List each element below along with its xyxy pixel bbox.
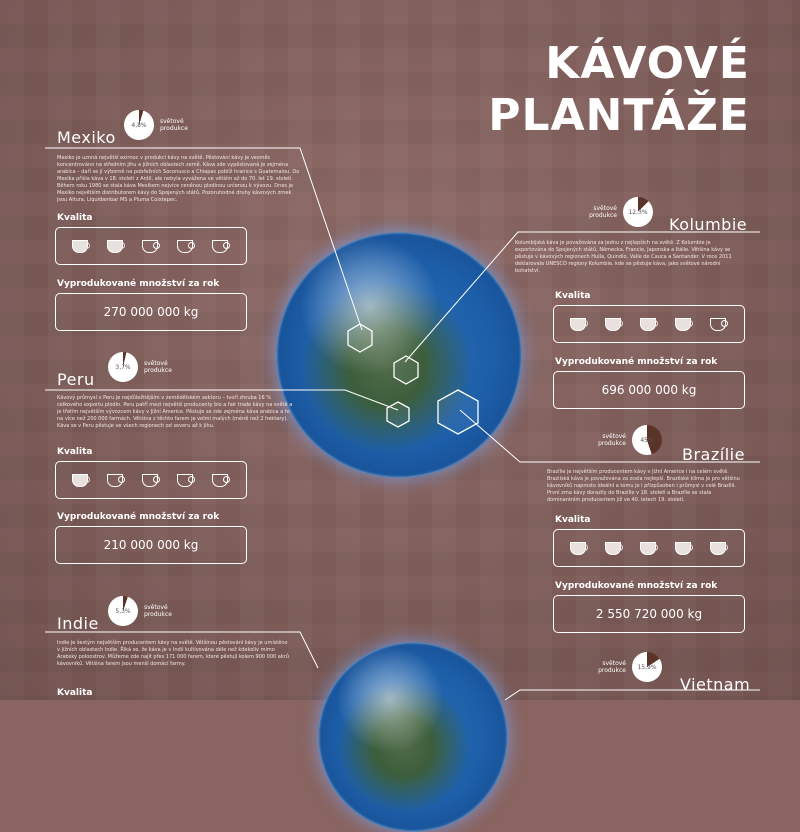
amount-value-brazilie: 2 550 720 000 kg xyxy=(595,607,703,621)
share-label-mexiko: světové produkce xyxy=(160,118,188,132)
title-line-2: PLANTÁŽE xyxy=(488,90,750,141)
mexiko-connector xyxy=(45,147,363,331)
amount-label-brazilie: Vyprodukované množství za rok xyxy=(555,581,718,591)
country-name-indie: Indie xyxy=(57,614,99,633)
coffee-cup-full-icon xyxy=(674,317,693,331)
hex-brazilie xyxy=(437,389,479,435)
pie-chart-kolumbie: 12,3% xyxy=(623,197,653,227)
share-mexiko: 4,8% světové produkce xyxy=(124,110,194,140)
share-value-kolumbie: 12,3% xyxy=(628,208,648,216)
quality-box-peru xyxy=(55,461,247,499)
share-label-peru: světové produkce xyxy=(144,360,172,374)
coffee-cup-full-icon xyxy=(570,317,589,331)
amount-box-kolumbie: 696 000 000 kg xyxy=(553,371,745,409)
brazilie-connector xyxy=(459,409,760,463)
amount-label-kolumbie: Vyprodukované množství za rok xyxy=(555,357,718,367)
share-value-vietnam: 15,9% xyxy=(637,663,657,671)
desc-brazilie: Brazílie je největším producentem kávy v… xyxy=(547,469,740,503)
share-value-indie: 5,3% xyxy=(115,607,131,615)
coffee-cup-full-icon xyxy=(605,317,624,331)
share-value-brazilie: 45% xyxy=(640,436,654,444)
share-label-vietnam: světové produkce xyxy=(598,660,626,674)
coffee-cup-empty-icon xyxy=(141,473,160,487)
quality-label-mexiko: Kvalita xyxy=(57,213,93,223)
coffee-cup-empty-icon xyxy=(141,239,160,253)
amount-label-mexiko: Vyprodukované množství za rok xyxy=(57,279,220,289)
share-label-indie: světové produkce xyxy=(144,604,172,618)
share-indie: 5,3% světové produkce xyxy=(108,596,178,626)
hex-kolumbie xyxy=(393,355,419,385)
share-kolumbie: světové produkce 12,3% xyxy=(583,197,653,227)
quality-box-kolumbie xyxy=(553,305,745,343)
coffee-cup-full-icon xyxy=(674,541,693,555)
share-value-peru: 3,7% xyxy=(115,363,131,371)
hex-mexiko xyxy=(347,323,373,353)
coffee-cup-empty-icon xyxy=(107,473,126,487)
coffee-cup-full-icon xyxy=(709,541,728,555)
cups-kolumbie xyxy=(554,306,744,342)
quality-label-kolumbie: Kvalita xyxy=(555,291,591,301)
quality-label-brazilie: Kvalita xyxy=(555,515,591,525)
pie-chart-indie: 5,3% xyxy=(108,596,138,626)
amount-box-peru: 210 000 000 kg xyxy=(55,526,247,564)
coffee-cup-empty-icon xyxy=(211,473,230,487)
quality-label-peru: Kvalita xyxy=(57,447,93,457)
quality-box-mexiko xyxy=(55,227,247,265)
vietnam-connector xyxy=(504,689,760,700)
coffee-cup-full-icon xyxy=(639,317,658,331)
globe-americas xyxy=(276,232,522,478)
coffee-cup-full-icon xyxy=(605,541,624,555)
coffee-cup-empty-icon xyxy=(709,317,728,331)
coffee-cup-full-icon xyxy=(72,239,91,253)
share-label-brazilie: světové produkce xyxy=(598,433,626,447)
country-name-peru: Peru xyxy=(57,370,95,389)
coffee-cup-empty-icon xyxy=(176,473,195,487)
desc-indie: Indie je šestým největším producentem ká… xyxy=(57,640,289,667)
desc-mexiko: Mexiko je uznná největší exirnoc v produ… xyxy=(57,155,300,203)
amount-value-kolumbie: 696 000 000 kg xyxy=(601,383,697,397)
coffee-cup-full-icon xyxy=(107,239,126,253)
country-name-brazilie: Brazílie xyxy=(682,445,745,464)
pie-chart-brazilie: 45% xyxy=(632,425,662,455)
country-name-mexiko: Mexiko xyxy=(57,128,116,147)
coffee-cup-empty-icon xyxy=(211,239,230,253)
amount-value-peru: 210 000 000 kg xyxy=(103,538,199,552)
quality-box-brazilie xyxy=(553,529,745,567)
coffee-cup-empty-icon xyxy=(176,239,195,253)
cups-peru xyxy=(56,462,246,498)
pie-chart-vietnam: 15,9% xyxy=(632,652,662,682)
kolumbie-connector xyxy=(404,231,760,363)
share-peru: 3,7% světové produkce xyxy=(108,352,178,382)
hex-peru xyxy=(386,401,410,428)
quality-label-indie: Kvalita xyxy=(57,688,93,698)
share-value-mexiko: 4,8% xyxy=(131,121,147,129)
pie-chart-peru: 3,7% xyxy=(108,352,138,382)
title-line-1: KÁVOVÉ xyxy=(545,38,750,89)
connector-lines xyxy=(45,147,760,700)
amount-box-mexiko: 270 000 000 kg xyxy=(55,293,247,331)
coffee-cup-full-icon xyxy=(72,473,91,487)
cups-mexiko xyxy=(56,228,246,264)
share-brazilie: světové produkce 45% xyxy=(592,425,662,455)
coffee-cup-full-icon xyxy=(570,541,589,555)
desc-peru: Kávový průmysl v Peru je nejdůležitějším… xyxy=(57,395,293,429)
cups-brazilie xyxy=(554,530,744,566)
indie-connector xyxy=(45,631,319,669)
desc-kolumbie: Kolumbijská káva je považována za jednu … xyxy=(515,240,732,274)
page-title: KÁVOVÉ PLANTÁŽE xyxy=(488,38,750,142)
amount-box-brazilie: 2 550 720 000 kg xyxy=(553,595,745,633)
pie-chart-mexiko: 4,8% xyxy=(124,110,154,140)
peru-connector xyxy=(45,389,399,411)
country-name-vietnam: Vietnam xyxy=(680,675,751,694)
country-name-kolumbie: Kolumbie xyxy=(669,215,748,234)
coffee-cup-full-icon xyxy=(639,541,658,555)
amount-value-mexiko: 270 000 000 kg xyxy=(103,305,199,319)
share-vietnam: světové produkce 15,9% xyxy=(592,652,662,682)
amount-label-peru: Vyprodukované množství za rok xyxy=(57,512,220,522)
share-label-kolumbie: světové produkce xyxy=(589,205,617,219)
